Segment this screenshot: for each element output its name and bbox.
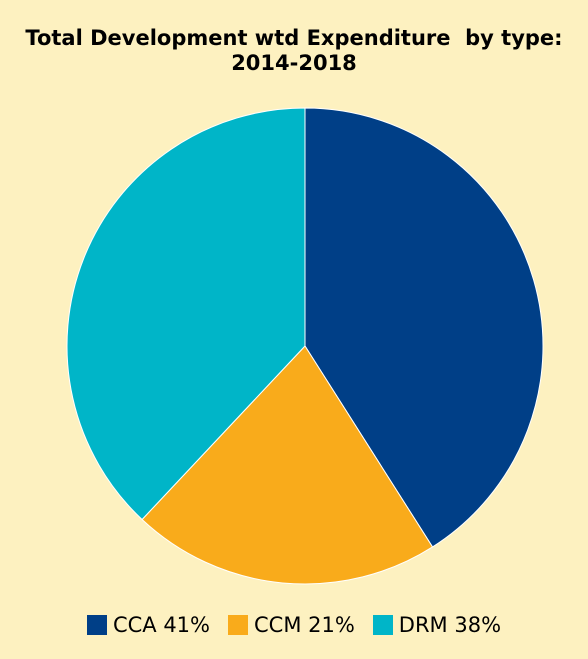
legend-item-cca: CCA 41% — [86, 613, 210, 637]
pie-slice-drm — [66, 107, 306, 521]
pie-slice-ccm — [141, 345, 434, 585]
chart-title-line-2: 2014-2018 — [231, 51, 357, 75]
chart-title: Total Development wtd Expenditure by typ… — [0, 26, 588, 76]
legend-swatch-drm — [372, 615, 393, 635]
pie-slice-cca — [304, 107, 544, 548]
chart-title-line-1: Total Development wtd Expenditure by typ… — [25, 26, 563, 50]
legend-label-cca: CCA 41% — [112, 613, 210, 637]
legend-label-drm: DRM 38% — [398, 613, 502, 637]
legend-item-ccm: CCM 21% — [228, 613, 355, 637]
legend-item-drm: DRM 38% — [372, 613, 502, 637]
chart-legend: CCA 41% CCM 21% DRM 38% — [0, 613, 588, 637]
legend-swatch-cca — [86, 615, 107, 635]
legend-label-ccm: CCM 21% — [254, 613, 355, 637]
legend-swatch-ccm — [228, 615, 248, 635]
